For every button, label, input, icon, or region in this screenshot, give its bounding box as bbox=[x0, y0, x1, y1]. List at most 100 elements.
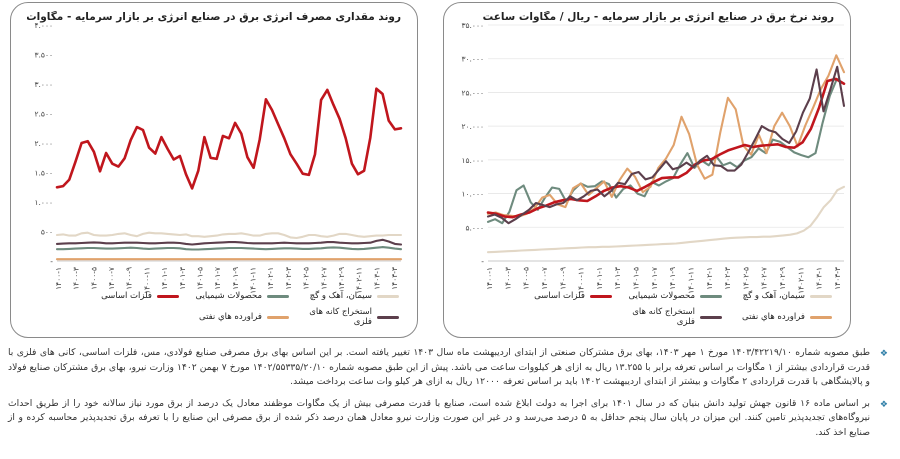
legend-swatch bbox=[700, 315, 722, 319]
note-paragraph: ❖ طبق مصوبه شماره ۱۴۰۳/۴۲۲۱۹/۱۰ مورخ ۱ م… bbox=[8, 346, 890, 390]
x-tick-label: ۱۴۰۲-۳ bbox=[723, 267, 732, 290]
rate-chart: ۳۵.۰۰۰ ۳۰.۰۰۰ ۲۵.۰۰۰ ۲۰.۰۰۰ ۱۵.۰۰۰ ۱۰.۰۰۰ ۵.۰۰… bbox=[461, 21, 846, 294]
legend-label: فلزات اساسی bbox=[534, 291, 585, 301]
legend-item: سیمان، آهک و گچ bbox=[722, 291, 832, 301]
x-tick-label: ۱۴۰۰-۷ bbox=[107, 267, 116, 290]
x-tick-label: ۱۴۰۲-۳ bbox=[284, 267, 293, 290]
x-tick-label: ۱۴۰۳-۳ bbox=[390, 267, 399, 290]
series-line-chem bbox=[486, 77, 846, 225]
x-tick-label: ۱۴۰۰-۱ bbox=[485, 267, 494, 290]
x-tick-label: ۱۴۰۳-۱ bbox=[815, 267, 824, 290]
series-line-metals bbox=[486, 77, 846, 219]
x-tick-label: ۱۴۰۲-۱ bbox=[705, 267, 714, 290]
legend-label: سیمان، آهک و گچ bbox=[742, 291, 805, 301]
chart-title: روند نرخ برق در صنایع انرژی بر بازار سرم… bbox=[482, 11, 834, 23]
x-tick-label: ۱۴۰۰-۱ bbox=[54, 267, 63, 290]
note-paragraph: ❖ بر اساس ماده ۱۶ قانون جهش تولید دانش ب… bbox=[8, 397, 890, 441]
legend-swatch bbox=[157, 294, 179, 298]
legend-label: محصولات شیمیایی bbox=[628, 291, 695, 301]
y-tick-label: ۳.۵۰۰ bbox=[35, 51, 54, 60]
x-tick-label: ۱۴۰۰-۹ bbox=[558, 267, 567, 290]
y-tick-label: ۲۵.۰۰۰ bbox=[461, 88, 484, 97]
consumption-chart: ۴.۰۰۰۳.۵۰۰۳.۰۰۰۲.۵۰۰۲.۰۰۰۱.۵۰۰۱.۰۰۰۵۰۰-۱… bbox=[35, 21, 403, 294]
legend-swatch bbox=[267, 315, 289, 319]
x-tick-label: ۱۴۰۰-۳ bbox=[503, 267, 512, 290]
y-tick-label: ۲.۰۰۰ bbox=[35, 139, 54, 148]
series-line-oil bbox=[486, 54, 846, 218]
x-tick-label: ۱۴۰۱-۹ bbox=[231, 267, 240, 290]
y-tick-label: ۵۰۰ bbox=[41, 228, 53, 237]
notes-section: ❖ طبق مصوبه شماره ۱۴۰۳/۴۲۲۱۹/۱۰ مورخ ۱ م… bbox=[8, 346, 890, 447]
legend-swatch bbox=[377, 315, 399, 319]
x-tick-label: ۱۴۰۰-۳ bbox=[72, 267, 81, 290]
x-tick-label: ۱۴۰۲-۷ bbox=[760, 267, 769, 290]
y-tick-label: ۳۵.۰۰۰ bbox=[461, 21, 484, 30]
rate-chart-panel: روند نرخ برق در صنایع انرژی بر بازار سرم… bbox=[443, 2, 851, 338]
x-tick-label: ۱۴۰۲-۹ bbox=[778, 267, 787, 290]
note-text: طبق مصوبه شماره ۱۴۰۳/۴۲۲۱۹/۱۰ مورخ ۱ مهر… bbox=[8, 347, 871, 387]
x-tick-label: ۱۴۰۱-۱۱ bbox=[249, 267, 258, 294]
legend-swatch bbox=[267, 294, 289, 298]
legend-label: فلزات اساسی bbox=[101, 291, 152, 301]
x-tick-label: ۱۴۰۱-۹ bbox=[668, 267, 677, 290]
chart-title: روند مقداری مصرف انرژی برق در صنایع انرژ… bbox=[27, 11, 401, 23]
x-tick-label: ۱۴۰۲-۱۱ bbox=[355, 267, 364, 294]
y-tick-label: ۴.۰۰۰ bbox=[35, 21, 54, 30]
y-tick-label: - bbox=[481, 257, 484, 266]
y-tick-label: ۱.۰۰۰ bbox=[35, 198, 54, 207]
legend-swatch bbox=[590, 294, 612, 298]
x-tick-label: ۱۴۰۲-۱۱ bbox=[796, 267, 805, 294]
diamond-bullet-icon: ❖ bbox=[879, 349, 888, 359]
series-line-cement bbox=[486, 185, 846, 254]
legend-label: استخراج کانه های فلزی bbox=[309, 307, 372, 327]
legend-item: استخراج کانه های فلزی bbox=[612, 307, 722, 327]
x-tick-label: ۱۴۰۰-۹ bbox=[125, 267, 134, 290]
x-tick-label: ۱۴۰۲-۹ bbox=[337, 267, 346, 290]
legend-item: فلزات اساسی bbox=[502, 291, 612, 301]
x-tick-label: ۱۴۰۱-۳ bbox=[613, 267, 622, 290]
x-tick-label: ۱۴۰۰-۱۱ bbox=[577, 267, 586, 294]
diamond-bullet-icon: ❖ bbox=[879, 399, 888, 410]
x-tick-label: ۱۴۰۱-۵ bbox=[195, 267, 204, 290]
series-line-mining bbox=[55, 238, 403, 246]
x-tick-label: ۱۴۰۰-۱۱ bbox=[142, 267, 151, 294]
legend-swatch bbox=[700, 294, 722, 298]
legend-label: سیمان، آهک و گچ bbox=[309, 291, 372, 301]
x-tick-label: ۱۴۰۲-۵ bbox=[302, 267, 311, 290]
x-tick-label: ۱۴۰۲-۷ bbox=[319, 267, 328, 290]
y-tick-label: ۱۰.۰۰۰ bbox=[461, 190, 484, 199]
x-tick-label: ۱۴۰۱-۳ bbox=[178, 267, 187, 290]
legend-label: فراورده هاي نفتی bbox=[198, 312, 262, 322]
legend-item: فلزات اساسی bbox=[69, 291, 179, 301]
x-tick-label: ۱۴۰۱-۷ bbox=[213, 267, 222, 290]
legend-item: فراورده هاي نفتی bbox=[722, 307, 832, 327]
x-tick-label: ۱۴۰۱-۷ bbox=[650, 267, 659, 290]
y-tick-label: ۱۵.۰۰۰ bbox=[461, 156, 484, 165]
x-tick-label: ۱۴۰۲-۱ bbox=[266, 267, 275, 290]
y-tick-label: ۱.۵۰۰ bbox=[35, 169, 54, 178]
y-tick-label: - bbox=[50, 257, 53, 266]
legend-item: محصولات شیمیایی bbox=[179, 291, 289, 301]
legend-swatch bbox=[810, 315, 832, 319]
legend-label: فراورده هاي نفتی bbox=[741, 312, 805, 322]
legend-swatch bbox=[377, 294, 399, 298]
x-tick-label: ۱۴۰۲-۵ bbox=[741, 267, 750, 290]
chart-legend: سیمان، آهک و گچ محصولات شیمیایی فلزات اساس… bbox=[69, 291, 399, 327]
x-tick-label: ۱۴۰۰-۷ bbox=[540, 267, 549, 290]
legend-item: فراورده هاي نفتی bbox=[179, 307, 289, 327]
legend-swatch bbox=[810, 294, 832, 298]
y-tick-label: ۳.۰۰۰ bbox=[35, 80, 54, 89]
series-line-chem bbox=[55, 246, 403, 251]
x-tick-label: ۱۴۰۰-۵ bbox=[89, 267, 98, 290]
y-tick-label: ۲.۵۰۰ bbox=[35, 110, 54, 119]
series-line-mining bbox=[486, 65, 846, 225]
x-tick-label: ۱۴۰۳-۳ bbox=[833, 267, 842, 290]
legend-label: محصولات شیمیایی bbox=[195, 291, 262, 301]
y-tick-label: ۳۰.۰۰۰ bbox=[461, 55, 484, 64]
legend-item: محصولات شیمیایی bbox=[612, 291, 722, 301]
x-tick-label: ۱۴۰۳-۱ bbox=[372, 267, 381, 290]
note-text: بر اساس ماده ۱۶ قانون جهش تولید دانش بنی… bbox=[8, 397, 870, 438]
y-tick-label: ۲۰.۰۰۰ bbox=[461, 122, 484, 131]
series-line-cement bbox=[55, 231, 403, 240]
chart-legend: سیمان، آهک و گچ محصولات شیمیایی فلزات اساس… bbox=[502, 291, 832, 327]
